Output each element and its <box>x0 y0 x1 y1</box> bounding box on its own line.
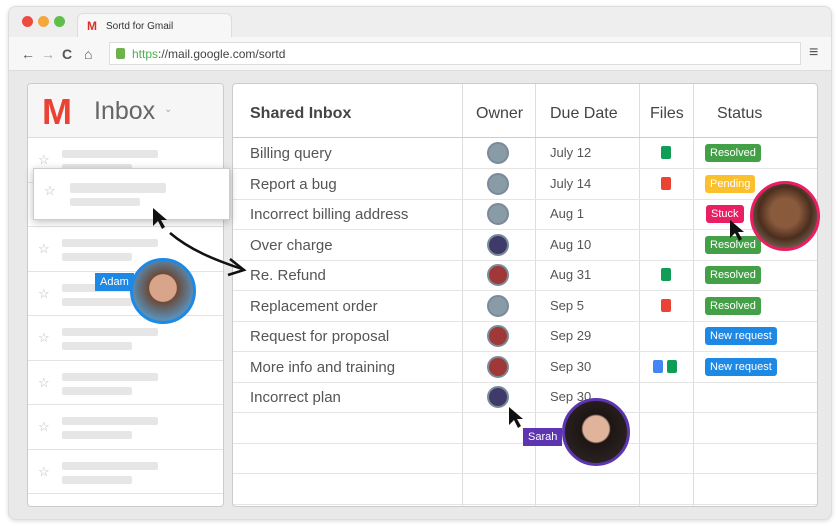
drag-arrow-icon <box>153 208 247 277</box>
header-due-date: Due Date <box>550 105 618 122</box>
owner-avatar[interactable] <box>487 325 509 347</box>
cursor-icon <box>730 220 744 241</box>
sheets-file-icon[interactable] <box>661 268 671 281</box>
due-date: Sep 30 <box>550 358 592 374</box>
status-badge[interactable]: Resolved <box>705 235 761 254</box>
owner-avatar[interactable] <box>487 386 509 408</box>
star-icon[interactable]: ☆ <box>38 241 50 256</box>
subject: Re. Refund <box>250 267 326 284</box>
home-icon[interactable]: ⌂ <box>84 46 93 62</box>
browser-tab[interactable]: M Sortd for Gmail <box>77 13 232 39</box>
email-list-item[interactable]: ☆ <box>28 405 223 450</box>
subject: Billing query <box>250 145 332 162</box>
owner-avatar[interactable] <box>487 172 509 195</box>
status-badge[interactable]: Pending <box>705 174 756 193</box>
table-row[interactable]: Report a bug July 14 Pending <box>233 169 817 200</box>
adam-avatar <box>130 258 196 324</box>
table-row[interactable]: Request for proposal Sep 29 New request <box>233 321 817 352</box>
star-icon[interactable]: ☆ <box>38 330 50 345</box>
cursor-icon <box>509 407 523 428</box>
due-date: Sep 29 <box>550 328 592 343</box>
table-row[interactable]: Billing query July 12 Resolved <box>233 138 817 169</box>
reload-icon[interactable]: C <box>62 46 73 62</box>
star-icon[interactable]: ☆ <box>44 183 56 198</box>
tab-bar: M Sortd for Gmail <box>9 7 831 39</box>
subject: Incorrect billing address <box>250 206 409 223</box>
menu-icon[interactable]: ≡ <box>809 44 819 61</box>
url-field[interactable]: https://mail.google.com/sortd <box>109 42 801 65</box>
user-avatar <box>750 181 820 251</box>
table-row[interactable]: Re. Refund Aug 31 Resolved <box>233 260 817 291</box>
status-badge[interactable]: New request <box>705 357 777 376</box>
owner-avatar[interactable] <box>487 203 509 225</box>
status-badge[interactable]: Stuck <box>706 205 744 223</box>
table-row[interactable]: Incorrect billing address Aug 1 Stuck <box>233 199 817 230</box>
header-status: Status <box>717 105 763 122</box>
owner-avatar[interactable] <box>487 264 509 286</box>
subject: Request for proposal <box>250 328 390 345</box>
tab-title: Sortd for Gmail <box>106 21 174 32</box>
sheets-file-icon[interactable] <box>667 359 677 373</box>
lock-icon <box>116 48 125 59</box>
subject: More info and training <box>250 358 396 376</box>
table-row[interactable]: More info and training Sep 30 New reques… <box>233 352 817 383</box>
owner-avatar[interactable] <box>487 233 509 256</box>
status-badge[interactable]: Resolved <box>705 296 761 315</box>
docs-file-icon[interactable] <box>653 359 663 373</box>
due-date: July 14 <box>550 175 592 191</box>
pdf-file-icon[interactable] <box>661 176 671 190</box>
subject: Replacement order <box>250 297 378 315</box>
gmail-logo-icon: M <box>42 91 72 132</box>
star-icon[interactable]: ☆ <box>38 419 50 434</box>
maximize-window-button[interactable] <box>54 16 65 27</box>
star-icon[interactable]: ☆ <box>38 152 50 167</box>
star-icon[interactable]: ☆ <box>38 285 50 301</box>
close-window-button[interactable] <box>22 16 33 27</box>
header-files: Files <box>650 105 684 122</box>
due-date: Sep 5 <box>550 297 584 313</box>
subject: Over charge <box>250 236 333 254</box>
chevron-down-icon[interactable]: ⌄ <box>164 104 173 115</box>
status-badge[interactable]: New request <box>705 327 777 345</box>
due-date: July 12 <box>550 145 592 160</box>
due-date: Aug 10 <box>550 236 592 252</box>
back-icon[interactable]: ← <box>21 46 35 62</box>
sarah-avatar <box>562 398 630 466</box>
email-list-item[interactable]: ☆ <box>28 450 223 494</box>
adam-label: Adam <box>95 273 134 291</box>
url-path: ://mail.google.com/sortd <box>158 47 286 61</box>
subject: Report a bug <box>250 175 337 193</box>
star-icon[interactable]: ☆ <box>38 463 50 479</box>
pdf-file-icon[interactable] <box>661 298 671 312</box>
dragged-email-card[interactable]: ☆ <box>33 168 230 220</box>
email-list-item[interactable]: ☆ <box>28 227 223 272</box>
browser-window: M Sortd for Gmail ← → C ⌂ https://mail.g… <box>8 6 832 520</box>
due-date: Aug 1 <box>550 206 584 221</box>
status-badge[interactable]: Resolved <box>705 144 761 162</box>
forward-icon[interactable]: → <box>41 46 55 62</box>
url-scheme: https <box>132 47 159 61</box>
inbox-title: Inbox <box>94 97 156 125</box>
table-row[interactable]: Incorrect plan Sep 30 <box>233 382 817 413</box>
owner-avatar[interactable] <box>487 294 509 317</box>
star-icon[interactable]: ☆ <box>38 374 50 390</box>
status-badge[interactable]: Resolved <box>705 266 761 284</box>
owner-avatar[interactable] <box>487 142 509 164</box>
sheets-file-icon[interactable] <box>661 146 671 159</box>
header-owner: Owner <box>476 105 524 122</box>
subject: Incorrect plan <box>250 389 341 406</box>
minimize-window-button[interactable] <box>38 16 49 27</box>
sarah-label: Sarah <box>523 428 563 446</box>
address-bar: ← → C ⌂ https://mail.google.com/sortd ≡ <box>9 37 831 71</box>
table-row[interactable]: Replacement order Sep 5 Resolved <box>233 291 817 322</box>
email-list-item[interactable]: ☆ <box>28 361 223 405</box>
table-row[interactable]: Over charge Aug 10 Resolved <box>233 230 817 261</box>
owner-avatar[interactable] <box>487 355 509 378</box>
gmail-icon: M <box>87 19 97 33</box>
due-date: Aug 31 <box>550 267 592 282</box>
header-shared-inbox: Shared Inbox <box>250 105 352 122</box>
email-list-item[interactable]: ☆ <box>28 316 223 361</box>
